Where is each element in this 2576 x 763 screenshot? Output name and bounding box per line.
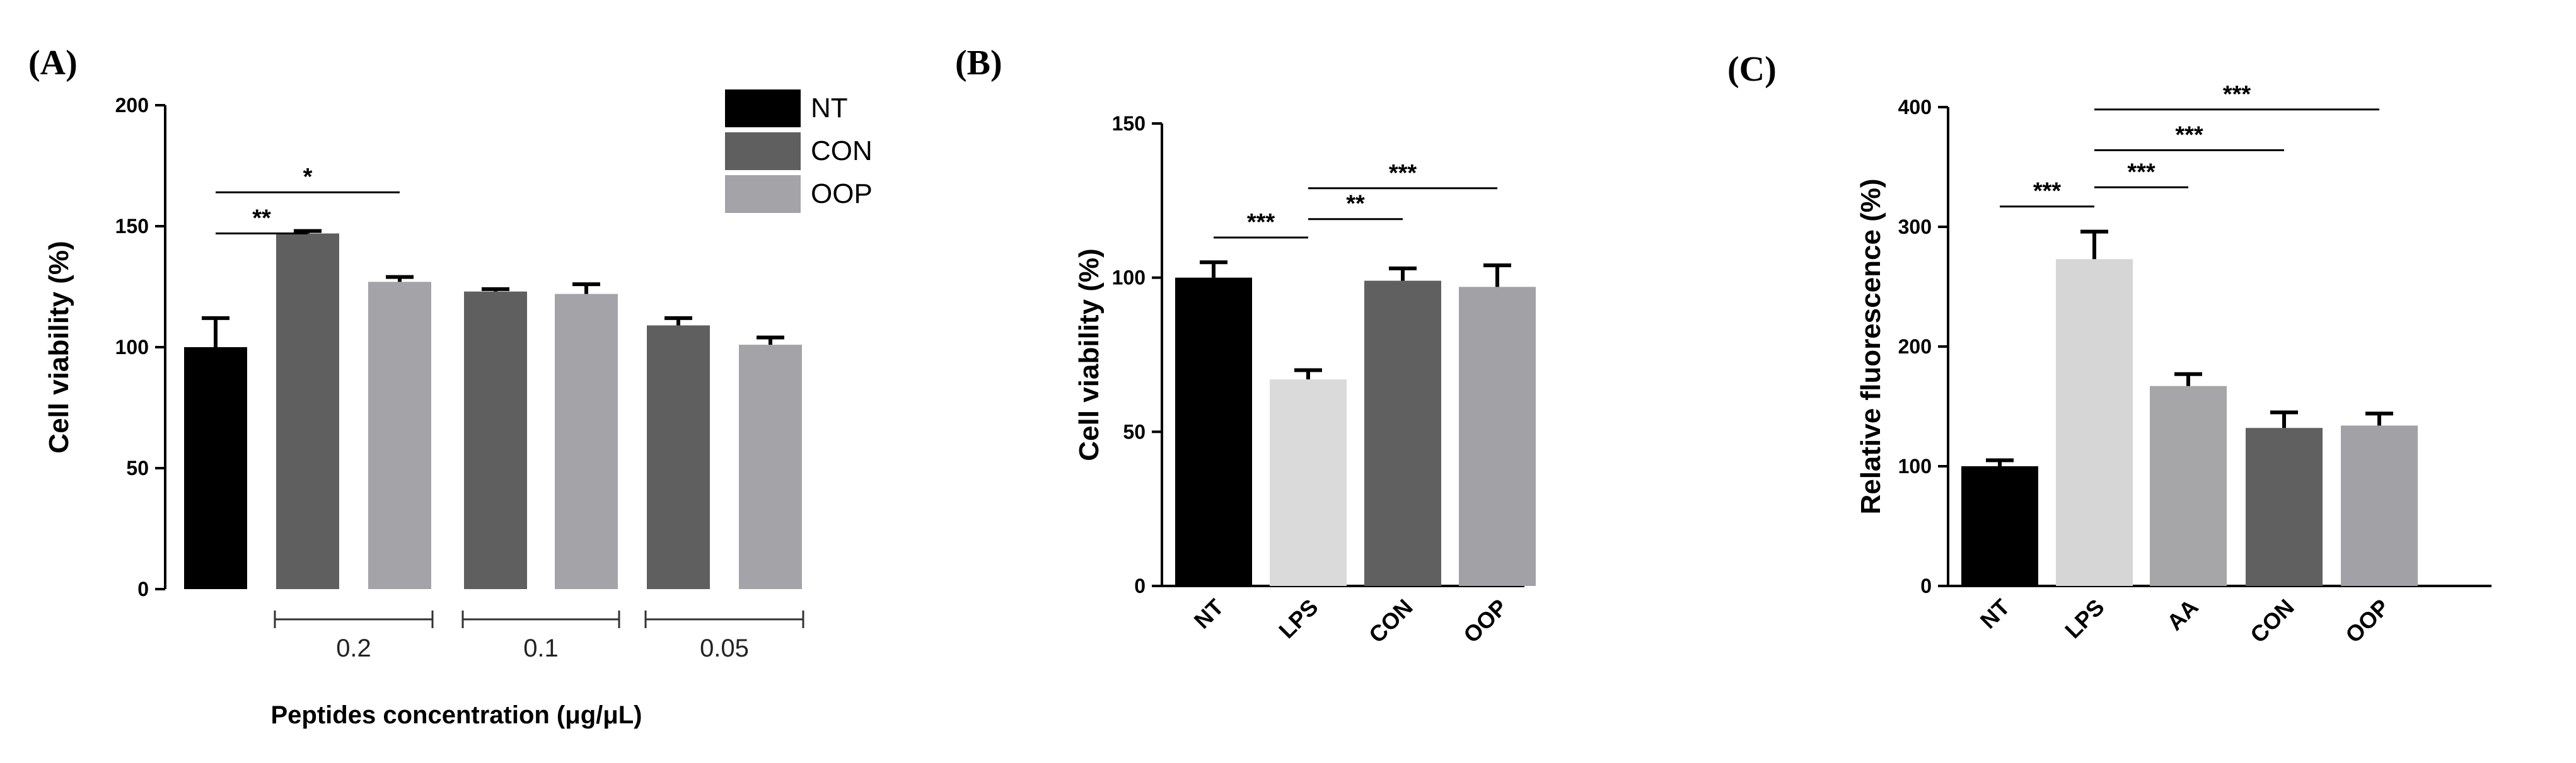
- legend-swatch: [725, 175, 801, 213]
- bar: [1459, 287, 1536, 586]
- y-axis-title: Cell viability (%): [44, 241, 74, 453]
- bar: [1175, 277, 1252, 586]
- y-tick-label: 100: [115, 336, 149, 359]
- panel-label: (A): [28, 43, 78, 83]
- y-tick-label: 150: [1112, 112, 1146, 135]
- significance-label: ***: [2127, 159, 2155, 185]
- bar: [2056, 259, 2133, 586]
- x-group-label: 0.2: [336, 634, 371, 662]
- y-tick-label: 50: [1123, 420, 1146, 443]
- bar: [739, 345, 802, 589]
- x-category-label: OOP: [2340, 594, 2394, 648]
- x-category-label: CON: [1364, 594, 1418, 648]
- x-category-label: OOP: [1458, 594, 1512, 648]
- bar: [2246, 428, 2323, 586]
- x-category-label: AA: [2162, 594, 2203, 636]
- bar: [1961, 466, 2038, 586]
- x-category-label: NT: [1975, 594, 2015, 634]
- significance-label: ***: [2033, 178, 2062, 205]
- bar: [464, 291, 527, 589]
- x-category-label: LPS: [1273, 594, 1323, 643]
- bar: [2150, 386, 2227, 586]
- bar: [647, 325, 710, 589]
- significance-label: *: [303, 164, 313, 190]
- legend-swatch: [725, 89, 801, 127]
- y-tick-label: 50: [126, 457, 149, 479]
- y-tick-label: 200: [1898, 335, 1932, 358]
- significance-label: **: [252, 205, 271, 232]
- x-group-label: 0.05: [700, 634, 749, 662]
- y-tick-label: 200: [115, 94, 149, 117]
- x-category-label: CON: [2245, 594, 2299, 648]
- y-tick-label: 400: [1898, 96, 1932, 118]
- x-axis-title: Peptides concentration (μg/μL): [271, 701, 642, 729]
- significance-label: ***: [2223, 81, 2251, 108]
- significance-label: **: [1346, 191, 1365, 217]
- y-tick-label: 0: [1920, 575, 1932, 597]
- bar: [2341, 425, 2418, 586]
- significance-label: ***: [1389, 160, 1417, 186]
- y-tick-label: 0: [137, 578, 149, 600]
- y-axis-title: Cell viability (%): [1074, 248, 1105, 461]
- x-category-label: LPS: [2060, 594, 2109, 643]
- y-tick-label: 300: [1898, 215, 1932, 238]
- bar: [1364, 280, 1441, 586]
- x-category-label: NT: [1189, 594, 1229, 634]
- panel-label: (C): [1727, 50, 1777, 89]
- bar: [368, 282, 431, 589]
- legend-label: NT: [811, 93, 848, 123]
- bar: [1270, 379, 1347, 586]
- bar: [555, 294, 618, 589]
- bar: [184, 347, 247, 589]
- y-tick-label: 100: [1898, 455, 1932, 478]
- x-group-label: 0.1: [523, 634, 559, 662]
- legend-label: CON: [811, 135, 873, 166]
- y-tick-label: 150: [115, 215, 149, 238]
- y-tick-label: 100: [1112, 267, 1146, 289]
- legend-swatch: [725, 132, 801, 170]
- bar: [276, 233, 339, 589]
- y-tick-label: 0: [1134, 575, 1146, 597]
- significance-label: ***: [2175, 122, 2203, 148]
- y-axis-title: Relative fluorescence (%): [1855, 178, 1886, 514]
- panel-label: (B): [955, 43, 1002, 83]
- legend-label: OOP: [811, 178, 873, 209]
- significance-label: ***: [1247, 209, 1275, 236]
